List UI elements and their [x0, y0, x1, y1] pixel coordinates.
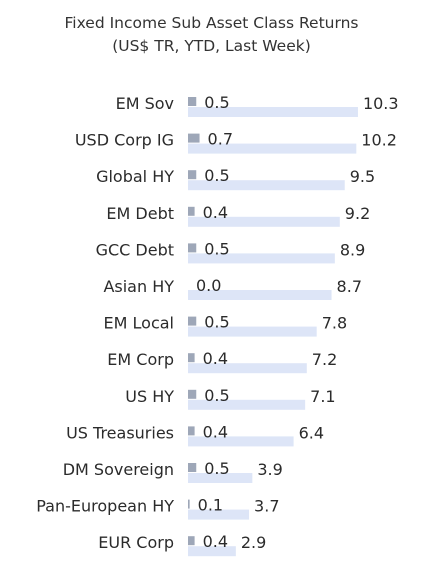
ytd-value-label: 2.9 [241, 533, 266, 552]
ytd-value-label: 8.9 [340, 240, 365, 259]
ytd-value-label: 10.3 [363, 94, 399, 113]
ytd-value-label: 9.2 [345, 204, 370, 223]
last-week-bar [188, 353, 195, 363]
ytd-value-label: 7.2 [312, 350, 337, 369]
ytd-value-label: 3.7 [254, 497, 279, 516]
ytd-value-label: 7.8 [322, 314, 347, 333]
last-week-value-label: 0.0 [196, 276, 221, 295]
ytd-value-label: 3.9 [257, 460, 282, 479]
category-label: USD Corp IG [75, 131, 174, 150]
last-week-bar [188, 316, 197, 326]
category-label: DM Sovereign [63, 460, 174, 479]
ytd-value-label: 9.5 [350, 167, 375, 186]
last-week-value-label: 0.5 [204, 93, 229, 112]
category-label: Pan-European HY [36, 497, 174, 516]
last-week-value-label: 0.4 [203, 203, 228, 222]
last-week-bar [188, 133, 200, 143]
category-label: GCC Debt [96, 240, 174, 259]
last-week-value-label: 0.5 [204, 239, 229, 258]
last-week-value-label: 0.4 [203, 422, 228, 441]
last-week-value-label: 0.4 [203, 532, 228, 551]
ytd-bar [188, 436, 294, 447]
last-week-bar [188, 170, 197, 180]
category-label: EM Corp [107, 350, 174, 369]
category-label: Asian HY [103, 277, 174, 296]
last-week-value-label: 0.5 [204, 313, 229, 332]
ytd-value-label: 8.7 [337, 277, 362, 296]
last-week-value-label: 0.4 [203, 349, 228, 368]
ytd-bar [188, 290, 332, 300]
last-week-bar [188, 536, 195, 546]
last-week-value-label: 0.5 [204, 459, 229, 478]
last-week-bar [188, 206, 195, 216]
ytd-bar [188, 107, 358, 117]
ytd-bar [188, 326, 317, 337]
category-label: Global HY [96, 167, 174, 186]
ytd-value-label: 10.2 [361, 131, 397, 150]
ytd-bar [188, 473, 253, 483]
category-label: EM Local [104, 314, 174, 333]
last-week-value-label: 0.1 [198, 496, 223, 515]
last-week-bar [188, 426, 195, 436]
ytd-bar [188, 399, 306, 410]
last-week-bar [188, 243, 197, 253]
last-week-value-label: 0.5 [204, 386, 229, 405]
category-label: US Treasuries [66, 423, 174, 442]
category-label: US HY [125, 387, 174, 406]
chart-title: Fixed Income Sub Asset Class Returns [64, 14, 359, 32]
ytd-value-label: 7.1 [310, 387, 335, 406]
ytd-bar [188, 253, 335, 264]
ytd-bar [188, 143, 357, 154]
ytd-bar [188, 216, 340, 227]
category-label: EUR Corp [98, 533, 174, 552]
last-week-bar [188, 499, 190, 509]
last-week-value-label: 0.7 [208, 130, 233, 149]
ytd-bar [188, 180, 345, 191]
ytd-value-label: 6.4 [299, 423, 324, 442]
ytd-bar [188, 546, 236, 557]
category-label: EM Sov [116, 94, 174, 113]
last-week-bar [188, 389, 197, 399]
last-week-value-label: 0.5 [204, 166, 229, 185]
ytd-bar [188, 509, 250, 520]
last-week-bar [188, 463, 197, 472]
chart-subtitle: (US$ TR, YTD, Last Week) [112, 37, 311, 55]
category-label: EM Debt [106, 204, 174, 223]
last-week-bar [188, 97, 197, 106]
ytd-bar [188, 363, 307, 374]
